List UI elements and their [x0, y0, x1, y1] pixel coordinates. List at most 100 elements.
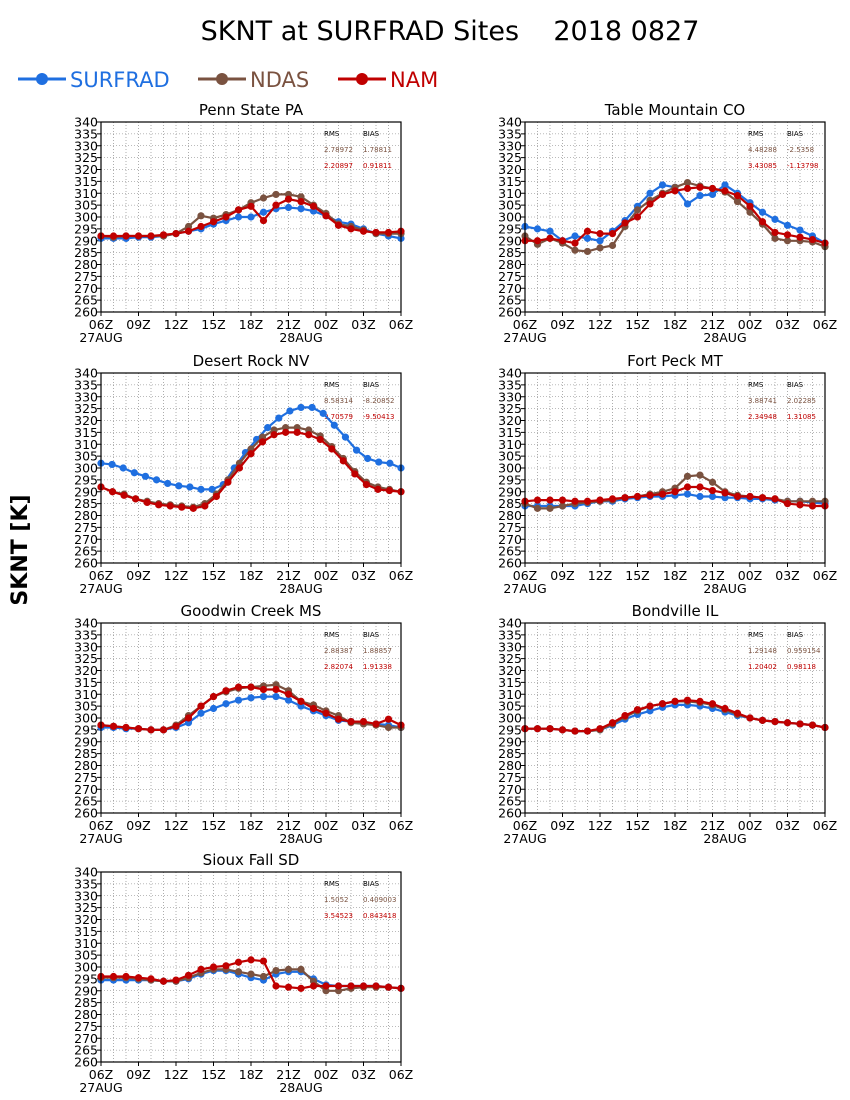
data-point [571, 239, 579, 247]
x-tick-label: 18Z [663, 317, 687, 332]
data-point [796, 720, 804, 728]
x-tick-label: 12Z [588, 818, 612, 833]
x-date-label: 28AUG [279, 330, 322, 345]
y-tick-label: 300 [498, 210, 522, 225]
y-tick-label: 290 [74, 233, 98, 248]
data-point [275, 414, 283, 422]
stats-bias-value: 1.88857 [363, 647, 392, 655]
data-point [328, 445, 336, 453]
y-tick-label: 285 [498, 746, 522, 761]
x-date-label: 27AUG [503, 831, 546, 846]
data-point [708, 492, 717, 501]
x-tick-label: 06Z [89, 818, 113, 833]
y-tick-label: 260 [74, 1055, 98, 1070]
data-point [284, 965, 293, 973]
y-tick-label: 335 [74, 876, 98, 891]
data-point [235, 464, 244, 472]
y-tick-label: 280 [74, 758, 98, 773]
data-point [175, 482, 183, 490]
stats-header-rms: RMS [748, 130, 764, 138]
data-point [247, 202, 255, 210]
data-point [309, 704, 318, 713]
data-point [164, 479, 172, 488]
grid [101, 373, 401, 563]
data-point [172, 722, 180, 730]
legend-marker-surfrad [36, 73, 48, 85]
x-tick-label: 09Z [126, 568, 150, 583]
y-tick-label: 280 [498, 508, 522, 523]
series-nam [97, 195, 405, 240]
y-tick-label: 325 [74, 150, 98, 165]
stats-rms-value: 2.88387 [324, 647, 353, 655]
data-point [297, 697, 305, 705]
y-tick-label: 285 [74, 245, 98, 260]
plot-frame [100, 871, 402, 1063]
stats-header-rms: RMS [748, 631, 764, 639]
y-tick-label: 310 [74, 186, 98, 201]
data-point [721, 181, 729, 189]
data-point [272, 693, 280, 701]
y-tick-label: 325 [498, 651, 522, 666]
panel-table-mountain-co: Table Mountain CO 26026527027528028529029… [498, 101, 837, 345]
panel-sioux-fall-sd: Sioux Fall SD 260265270275280285290295300… [74, 851, 413, 1095]
panel-title: Desert Rock NV [193, 352, 310, 370]
y-tick-label: 260 [498, 556, 522, 571]
x-tick-label: 12Z [164, 568, 188, 583]
x-tick-label: 21Z [276, 568, 300, 583]
data-point [671, 697, 679, 705]
data-point [683, 200, 692, 208]
data-point [546, 496, 554, 504]
y-tick-label: 305 [498, 198, 522, 213]
y-tick-label: 325 [74, 900, 98, 915]
data-point [746, 202, 754, 210]
data-point [658, 190, 667, 199]
data-point [197, 485, 205, 493]
data-point [284, 203, 293, 212]
data-point [375, 458, 383, 466]
data-point [758, 218, 767, 226]
y-tick-label: 300 [74, 210, 98, 225]
data-point [352, 446, 361, 454]
y-tick-label: 275 [74, 770, 98, 785]
stats-bias-value: 2.02285 [787, 397, 816, 405]
data-point [384, 723, 393, 732]
data-point [258, 438, 267, 446]
data-point [234, 213, 243, 221]
x-tick-label: 00Z [314, 1067, 338, 1082]
y-tick-label: 295 [498, 472, 522, 487]
y-tick-label: 285 [498, 245, 522, 260]
data-point [608, 230, 617, 238]
y-tick-label: 265 [498, 544, 522, 559]
x-tick-label: 15Z [625, 568, 649, 583]
x-tick-label: 06Z [513, 568, 537, 583]
series-ndas [97, 424, 405, 511]
x-date-label: 27AUG [79, 1080, 122, 1095]
x-tick-label: 06Z [513, 317, 537, 332]
data-point [596, 496, 604, 504]
x-tick-label: 18Z [239, 818, 263, 833]
data-point [372, 228, 380, 237]
data-point [671, 488, 679, 496]
data-point [147, 726, 155, 734]
y-tick-label: 320 [498, 663, 522, 678]
data-point [172, 230, 180, 238]
data-point [259, 957, 268, 965]
y-tick-label: 335 [74, 377, 98, 392]
data-point [646, 702, 654, 710]
data-point [783, 221, 792, 229]
x-tick-label: 06Z [89, 568, 113, 583]
data-point [272, 685, 280, 694]
y-tick-label: 275 [498, 520, 522, 535]
x-tick-label: 12Z [164, 818, 188, 833]
data-point [721, 489, 729, 497]
y-tick-label: 295 [74, 472, 98, 487]
data-point [122, 972, 130, 981]
legend-label-nam: NAM [390, 68, 438, 92]
x-tick-label: 03Z [775, 818, 799, 833]
data-point [621, 219, 629, 227]
data-point [234, 206, 243, 214]
data-point [309, 202, 318, 210]
plot-frame [524, 121, 826, 313]
x-tick-label: 03Z [775, 317, 799, 332]
data-point [583, 727, 592, 735]
